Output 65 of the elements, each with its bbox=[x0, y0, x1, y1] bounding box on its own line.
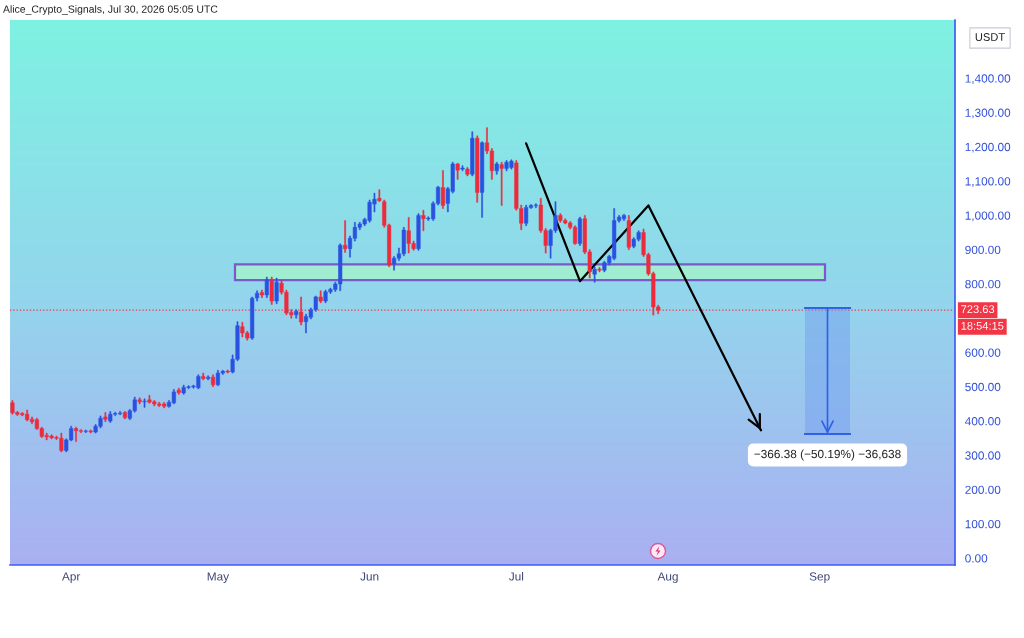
y-tick-label: 1,000.00 bbox=[965, 211, 1011, 222]
candlestick bbox=[274, 277, 279, 305]
candlestick bbox=[626, 215, 631, 250]
x-tick-label: Aug bbox=[657, 572, 678, 583]
candlestick bbox=[210, 374, 216, 388]
ref-line-label: 723.63 bbox=[961, 305, 995, 314]
y-tick-label: 400.00 bbox=[964, 417, 1001, 426]
candlestick bbox=[421, 209, 426, 232]
x-tick-label: Jun bbox=[360, 572, 379, 581]
candlestick bbox=[440, 170, 445, 209]
y-tick-label: 800.00 bbox=[965, 279, 1001, 289]
y-tick-label: 1,400.00 bbox=[965, 74, 1011, 85]
candlestick bbox=[318, 290, 323, 304]
candlestick bbox=[343, 220, 348, 253]
candlestick bbox=[294, 309, 299, 319]
x-tick-label: May bbox=[207, 572, 230, 583]
line-series bbox=[525, 142, 763, 432]
y-tick-label: 100.00 bbox=[965, 519, 1001, 529]
y-tick-label: 300.00 bbox=[965, 451, 1001, 460]
y-tick-label: 0.00 bbox=[965, 554, 988, 563]
x-tick-label: Jul bbox=[508, 571, 524, 581]
candlestick bbox=[592, 266, 597, 283]
candlestick bbox=[494, 161, 499, 175]
candlestick bbox=[499, 161, 504, 206]
candlestick bbox=[475, 135, 480, 203]
candlestick bbox=[401, 227, 406, 257]
y-tick-label: 900.00 bbox=[965, 245, 1001, 255]
candlestick bbox=[171, 389, 176, 405]
chart-title: Alice_Crypto_Signals, Jul 30, 2026 05:05 UTC bbox=[3, 5, 218, 15]
candlestick bbox=[480, 141, 485, 218]
annotation: −366.38 (−50.19%) −36,638 bbox=[754, 449, 901, 461]
candlestick bbox=[137, 397, 142, 405]
candlestick bbox=[88, 429, 93, 434]
candlestick bbox=[176, 387, 181, 395]
candlestick bbox=[465, 167, 470, 177]
candlestick bbox=[577, 216, 582, 246]
candlestick bbox=[524, 204, 529, 226]
candlestick bbox=[470, 131, 475, 177]
y-tick-label: 200.00 bbox=[965, 485, 1001, 494]
candlestick bbox=[74, 426, 79, 442]
candlestick bbox=[103, 412, 108, 422]
x-tick-label: Apr bbox=[61, 572, 81, 583]
candlestick bbox=[206, 375, 211, 381]
x-tick-label: Sep bbox=[809, 572, 830, 583]
candlestick bbox=[201, 372, 206, 381]
y-tick-label: 1,100.00 bbox=[965, 177, 1011, 187]
candlestick bbox=[83, 429, 88, 433]
y-tick-label: 500.00 bbox=[965, 382, 1001, 392]
candlestick bbox=[264, 276, 269, 298]
candlestick bbox=[225, 369, 230, 374]
candlestick bbox=[259, 289, 264, 298]
y-tick-label: 600.00 bbox=[965, 348, 1001, 357]
candlestick bbox=[142, 398, 147, 408]
candlestick bbox=[269, 276, 274, 305]
candlestick bbox=[621, 214, 627, 221]
candlestick bbox=[416, 213, 421, 251]
text: 18:54:15 bbox=[961, 321, 1004, 330]
y-axis-title: USDT bbox=[975, 33, 1005, 41]
candlestick bbox=[460, 165, 465, 172]
candlestick bbox=[122, 411, 128, 420]
candlestick bbox=[455, 163, 460, 180]
candlestick bbox=[533, 203, 538, 209]
y-tick-label: 1,300.00 bbox=[965, 108, 1011, 119]
candlestick bbox=[597, 267, 602, 273]
y-tick-label: 1,200.00 bbox=[965, 142, 1011, 153]
